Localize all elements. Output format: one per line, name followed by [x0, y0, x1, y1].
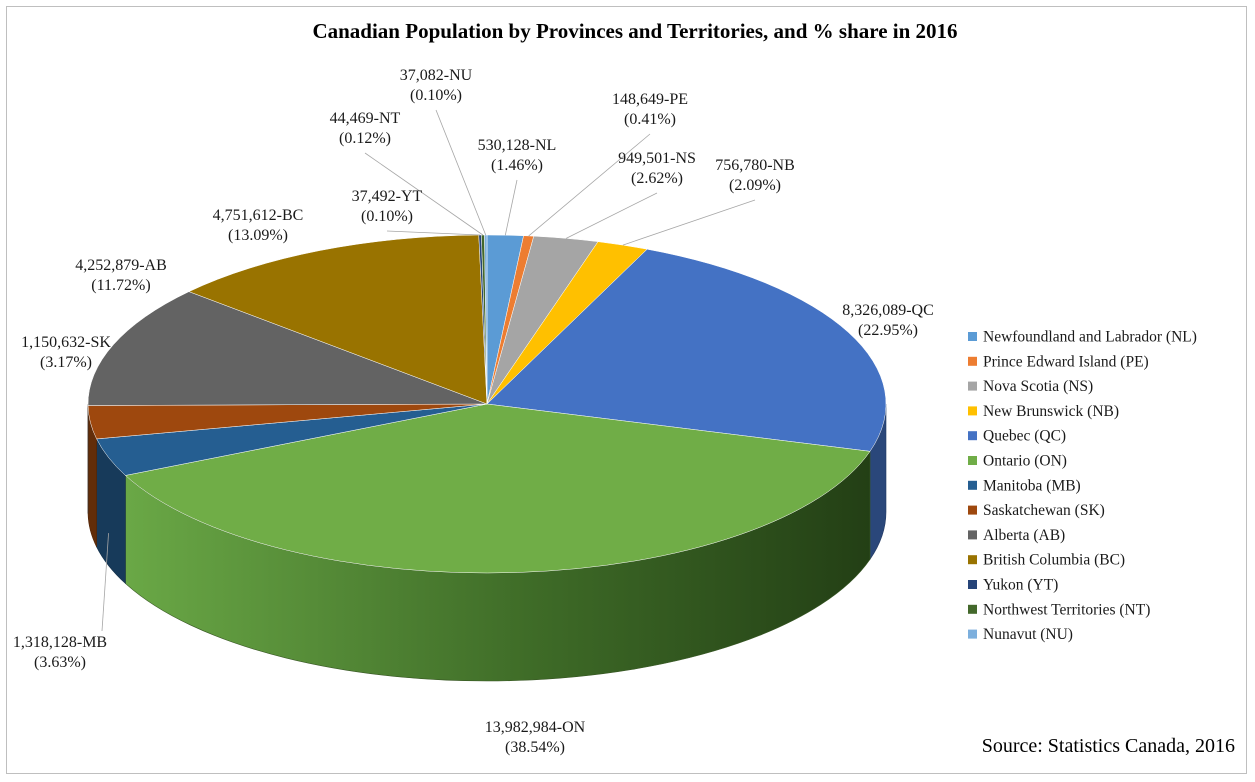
legend-swatch	[968, 431, 977, 441]
slice-bc	[188, 234, 488, 405]
legend-item-ab: Alberta (AB)	[968, 527, 1065, 544]
leader-line-yt	[386, 230, 481, 236]
legend-label: Manitoba (MB)	[983, 477, 1081, 494]
slice-percent-label-sk: (3.17%)	[40, 354, 92, 371]
leader-line-nl	[504, 179, 518, 236]
chart-title: Canadian Population by Provinces and Ter…	[312, 19, 957, 43]
legend-label: British Columbia (BC)	[983, 552, 1125, 569]
slice-percent-label-pe: (0.41%)	[624, 111, 676, 128]
legend-swatch	[968, 332, 977, 341]
slice-value-label-pe: 148,649-PE	[612, 91, 688, 108]
pie-slices	[87, 234, 887, 574]
legend-item-pe: Prince Edward Island (PE)	[968, 353, 1149, 370]
slice-value-label-nu: 37,082-NU	[400, 67, 473, 84]
slice-percent-label-nu: (0.10%)	[410, 87, 462, 104]
slice-percent-label-nb: (2.09%)	[729, 177, 781, 194]
leader-lines	[101, 109, 756, 632]
legend-item-nu: Nunavut (NU)	[968, 626, 1073, 643]
slice-percent-label-ab: (11.72%)	[91, 277, 150, 294]
legend-label: Quebec (QC)	[983, 428, 1066, 445]
leader-line-nb	[622, 199, 756, 246]
slice-percent-label-mb: (3.63%)	[34, 654, 86, 671]
legend-swatch	[968, 530, 977, 540]
leader-line-nt	[364, 152, 484, 236]
slice-percent-label-qc: (22.95%)	[858, 322, 918, 339]
legend-label: Newfoundland and Labrador (NL)	[983, 329, 1197, 346]
slice-value-label-ns: 949,501-NS	[618, 150, 696, 167]
legend-swatch	[968, 406, 977, 416]
slice-value-label-nb: 756,780-NB	[715, 157, 795, 174]
leader-line-nu	[435, 109, 487, 236]
legend-item-sk: Saskatchewan (SK)	[968, 502, 1105, 519]
slice-on	[124, 403, 871, 574]
legend-label: Nunavut (NU)	[983, 626, 1073, 643]
legend-item-bc: British Columbia (BC)	[968, 552, 1125, 569]
slice-percent-label-nt: (0.12%)	[339, 130, 391, 147]
legend-item-on: Ontario (ON)	[968, 453, 1067, 470]
slice-value-label-sk: 1,150,632-SK	[21, 334, 111, 351]
legend-item-nl: Newfoundland and Labrador (NL)	[968, 329, 1197, 346]
legend-swatch	[968, 580, 977, 589]
slice-percent-label-on: (38.54%)	[505, 739, 565, 756]
legend-swatch	[968, 629, 977, 639]
slice-value-label-qc: 8,326,089-QC	[842, 302, 934, 319]
slice-value-label-on: 13,982,984-ON	[485, 719, 586, 736]
leader-line-mb	[101, 533, 109, 632]
legend-swatch	[968, 604, 977, 614]
legend: Newfoundland and Labrador (NL) Prince Edw…	[968, 329, 1197, 643]
legend-label: Northwest Territories (NT)	[983, 601, 1150, 618]
slice-ab	[87, 291, 488, 406]
legend-item-mb: Manitoba (MB)	[968, 477, 1081, 494]
slice-percent-label-bc: (13.09%)	[228, 227, 288, 244]
slice-value-label-yt: 37,492-YT	[352, 188, 423, 205]
slice-value-label-bc: 4,751,612-BC	[213, 207, 304, 224]
legend-swatch	[968, 555, 977, 565]
legend-swatch	[968, 356, 977, 366]
leader-line-ns	[565, 192, 658, 239]
legend-item-yt: Yukon (YT)	[968, 577, 1058, 594]
legend-label: Yukon (YT)	[983, 577, 1058, 594]
slice-qc	[486, 248, 887, 452]
legend-swatch	[968, 505, 977, 515]
legend-label: Alberta (AB)	[983, 527, 1065, 544]
slice-percent-label-ns: (2.62%)	[631, 170, 683, 187]
slice-value-label-ab: 4,252,879-AB	[75, 257, 167, 274]
legend-swatch	[968, 381, 977, 391]
slice-percent-label-nl: (1.46%)	[491, 157, 543, 174]
legend-label: New Brunswick (NB)	[983, 403, 1119, 420]
legend-label: Ontario (ON)	[983, 453, 1067, 470]
legend-item-ns: Nova Scotia (NS)	[968, 378, 1093, 395]
legend-swatch	[968, 456, 977, 465]
legend-label: Prince Edward Island (PE)	[983, 353, 1149, 370]
pie-sides	[87, 403, 887, 682]
slice-labels: 530,128-NL (1.46%) 148,649-PE (0.41%) 949,50…	[13, 67, 934, 756]
leader-line-pe	[528, 133, 651, 237]
source-note: Source: Statistics Canada, 2016	[982, 735, 1235, 757]
legend-label: Saskatchewan (SK)	[983, 502, 1105, 519]
slice-percent-label-yt: (0.10%)	[361, 208, 413, 225]
legend-swatch	[968, 480, 977, 490]
legend-item-qc: Quebec (QC)	[968, 428, 1066, 445]
legend-item-nt: Northwest Territories (NT)	[968, 601, 1150, 618]
slice-value-label-nt: 44,469-NT	[330, 110, 401, 127]
legend-item-nb: New Brunswick (NB)	[968, 403, 1119, 420]
legend-label: Nova Scotia (NS)	[983, 378, 1093, 395]
slice-value-label-nl: 530,128-NL	[478, 137, 557, 154]
slice-value-label-mb: 1,318,128-MB	[13, 634, 107, 651]
